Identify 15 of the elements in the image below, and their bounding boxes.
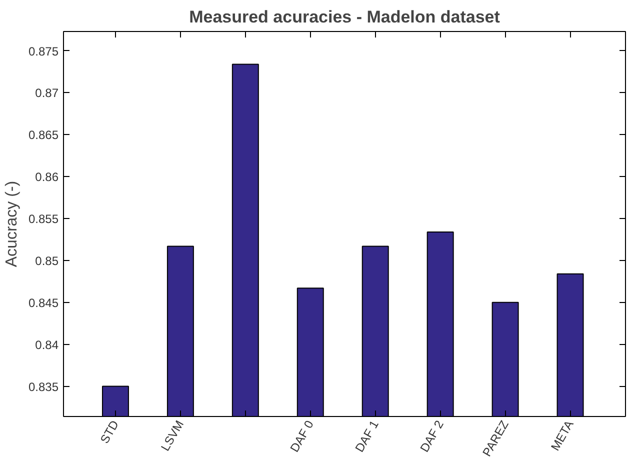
- y-tick-label: 0.835: [28, 380, 59, 394]
- x-tick-label: STD: [97, 418, 122, 446]
- y-tick-label: 0.87: [35, 86, 59, 100]
- y-tick-label: 0.865: [28, 128, 59, 142]
- x-tick-label: DAF 0: [287, 418, 317, 454]
- y-tick-label: 0.845: [28, 296, 59, 310]
- x-tick-label: DAF 1: [352, 418, 382, 454]
- y-tick-label: 0.84: [35, 338, 59, 352]
- y-tick-label: 0.855: [28, 212, 59, 226]
- y-tick-label: 0.85: [35, 254, 59, 268]
- y-tick-label: 0.86: [35, 170, 59, 184]
- y-axis-title: Acucracy (-): [3, 180, 20, 268]
- x-tick-label: DAF 2: [417, 418, 447, 454]
- y-tick-label: 0.875: [28, 44, 59, 58]
- chart-title: Measured acuracies - Madelon dataset: [189, 8, 500, 26]
